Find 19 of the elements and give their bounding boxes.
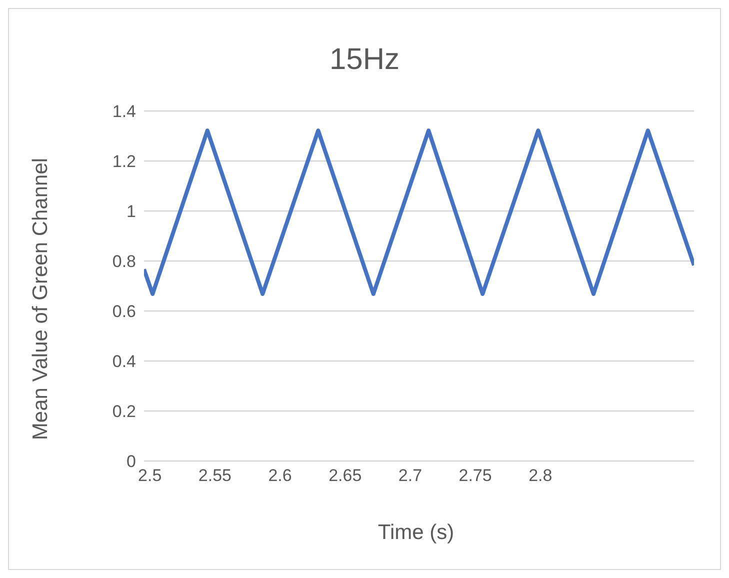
x-tick-label: 2.7 — [398, 466, 422, 486]
chart-title: 15Hz — [328, 43, 401, 77]
x-tick-label: 2.6 — [268, 466, 292, 486]
y-tick-label: 0 — [126, 452, 136, 472]
x-tick-label: 2.8 — [528, 466, 552, 486]
y-tick-label: 0.6 — [112, 302, 136, 322]
y-tick-label: 1.4 — [112, 102, 136, 122]
y-tick-label: 1 — [126, 202, 136, 222]
x-axis-title: Time (s) — [376, 521, 456, 545]
x-tick-label: 2.55 — [198, 466, 232, 486]
x-tick-label: 2.5 — [138, 466, 162, 486]
y-tick-label: 0.2 — [112, 402, 136, 422]
x-tick-label: 2.75 — [458, 466, 492, 486]
line-series — [144, 128, 694, 296]
y-tick-label: 0.8 — [112, 252, 136, 272]
y-axis-title: Mean Value of Green Channel — [29, 158, 53, 440]
y-tick-label: 0.4 — [112, 352, 136, 372]
y-tick-label: 1.2 — [112, 152, 136, 172]
x-tick-label: 2.65 — [328, 466, 362, 486]
